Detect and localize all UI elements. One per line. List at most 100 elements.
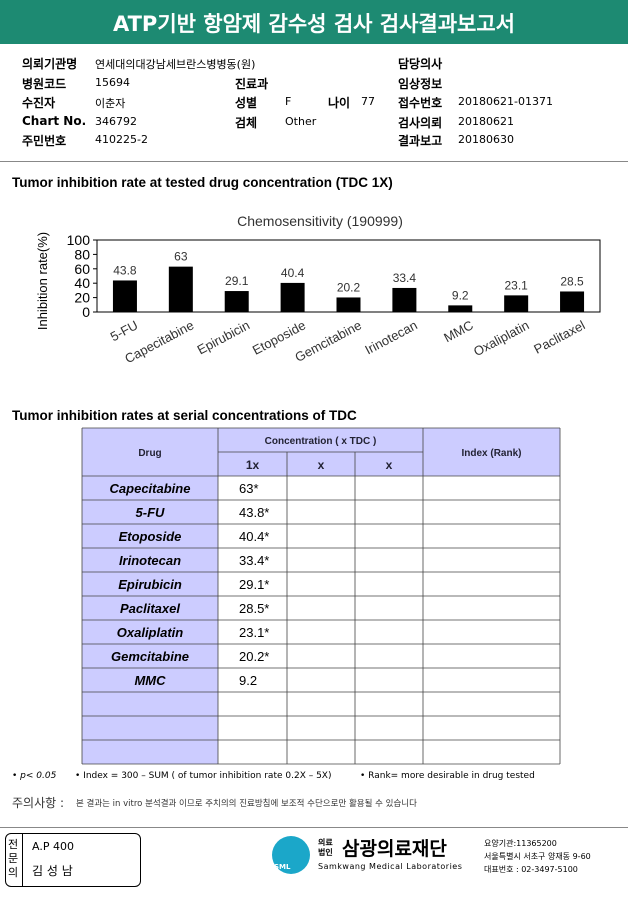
title-bar [0, 0, 628, 44]
drug-name: Irinotecan [119, 553, 181, 568]
label: 검체 [235, 116, 258, 130]
phone: 대표번호 : 02-3497-5100 [484, 865, 578, 874]
value: 410225-2 [95, 133, 148, 146]
y-tick-label: 80 [74, 246, 90, 262]
section-title: Tumor inhibition rates at serial concent… [12, 408, 357, 423]
license: A.P 400 [32, 840, 74, 853]
bar [560, 291, 585, 312]
footnote-text: Index = 300 – SUM ( of tumor inhibition … [83, 771, 332, 781]
footnote-text: Rank= more desirable in drug tested [368, 771, 535, 781]
label: 수진자 [22, 96, 56, 110]
y-axis-label: Inhibition rate(%) [35, 232, 50, 330]
stamp-title: 전문의 [8, 838, 19, 879]
drug-name: Etoposide [119, 529, 182, 544]
cell: 9.2 [239, 673, 257, 688]
bar [336, 297, 361, 312]
header: Concentration ( x TDC ) [265, 436, 377, 447]
data-label: 20.2 [337, 280, 361, 294]
drug-name: Gemcitabine [111, 649, 189, 664]
cell: 33.4* [239, 553, 269, 568]
cell: 28.5* [239, 601, 269, 616]
cell: 43.8* [239, 505, 269, 520]
section-title: Tumor inhibition rate at tested drug con… [12, 175, 393, 190]
chart: Chemosensitivity (190999) Inhibition rate… [35, 213, 601, 366]
value: 20180621 [458, 115, 514, 128]
cell: 23.1* [239, 625, 269, 640]
sub-header: 1x [246, 458, 260, 472]
bar [168, 266, 193, 312]
footnote-text: p< 0.05 [20, 771, 57, 781]
value: F [285, 95, 292, 108]
label: 담당의사 [398, 57, 443, 71]
cell: 20.2* [239, 649, 269, 664]
value: 346792 [95, 115, 137, 128]
drug-name: Epirubicin [118, 577, 182, 592]
bar [504, 295, 529, 312]
logo: SML [274, 863, 291, 871]
drug-name: Capecitabine [110, 481, 191, 496]
label: 나이 [328, 96, 351, 110]
notice: 본 결과는 in vitro 분석결과 이므로 주치의의 진료방침에 보조적 수… [76, 799, 417, 809]
x-tick-label: Oxaliplatin [471, 317, 532, 359]
chart-title: Chemosensitivity (190999) [237, 213, 403, 229]
drug-name: 5-FU [136, 505, 166, 520]
value: 20180621-01371 [458, 95, 553, 108]
x-tick-label: Epirubicin [195, 317, 252, 357]
y-tick-label: 0 [82, 304, 90, 320]
cell: 40.4* [239, 529, 269, 544]
cell: 29.1* [239, 577, 269, 592]
logo-mark [272, 836, 310, 874]
footnote: • Index = 300 – SUM ( of tumor inhibitio… [75, 771, 332, 781]
sub-header: x [318, 458, 325, 472]
y-tick-label: 20 [74, 290, 90, 306]
sub-header: x [386, 458, 393, 472]
label: 진료과 [235, 77, 269, 91]
data-label: 43.8 [113, 263, 137, 277]
data-label: 33.4 [393, 271, 417, 285]
data-label: 9.2 [452, 288, 469, 302]
y-tick-label: 40 [74, 275, 90, 291]
data-label: 23.1 [504, 278, 528, 292]
label: 주민번호 [22, 134, 67, 148]
label: 의뢰기관명 [22, 57, 78, 71]
title: ATP기반 항암제 감수성 검사 검사결과보고서 [112, 12, 516, 36]
label: 병원코드 [22, 77, 67, 91]
x-tick-label: Irinotecan [362, 317, 419, 357]
doctor-name: 김 성 남 [32, 864, 73, 878]
drug-name: Oxaliplatin [117, 625, 184, 640]
data-label: 63 [174, 250, 188, 264]
label: Chart No. [22, 114, 87, 128]
label: 검사의뢰 [398, 116, 443, 130]
footnote: • Rank= more desirable in drug tested [360, 771, 535, 781]
drug-name: Paclitaxel [120, 601, 180, 616]
header: Drug [138, 448, 161, 459]
value: Other [285, 115, 317, 128]
stamp-divider [22, 833, 23, 887]
bar [280, 282, 305, 312]
value: 이춘자 [95, 97, 126, 110]
bar [224, 291, 249, 312]
label: 성별 [235, 96, 258, 110]
bar [112, 280, 137, 312]
data-label: 28.5 [560, 274, 584, 288]
x-tick-label: MMC [441, 317, 475, 345]
data-label: 40.4 [281, 266, 305, 280]
header: Index (Rank) [461, 448, 521, 459]
label: 임상정보 [398, 77, 443, 91]
org: 삼광의료재단 [342, 838, 447, 860]
drug-name: MMC [134, 673, 166, 688]
cell: 63* [239, 481, 259, 496]
x-tick-label: 5-FU [108, 317, 141, 344]
corp-type: 의료법인 [318, 838, 333, 857]
divider [0, 161, 628, 162]
label: 결과보고 [398, 134, 443, 148]
table: Drug Concentration ( x TDC ) Index (Rank) 1… [81, 427, 561, 765]
divider [0, 827, 628, 828]
footnote: • p< 0.05 [12, 771, 57, 781]
bar [392, 287, 417, 312]
y-tick-label: 60 [74, 261, 90, 277]
code: 요양기관:11365200 [484, 839, 557, 848]
y-tick-label: 100 [67, 232, 91, 248]
address: 서울특별시 서초구 양재동 9-60 [484, 852, 591, 861]
